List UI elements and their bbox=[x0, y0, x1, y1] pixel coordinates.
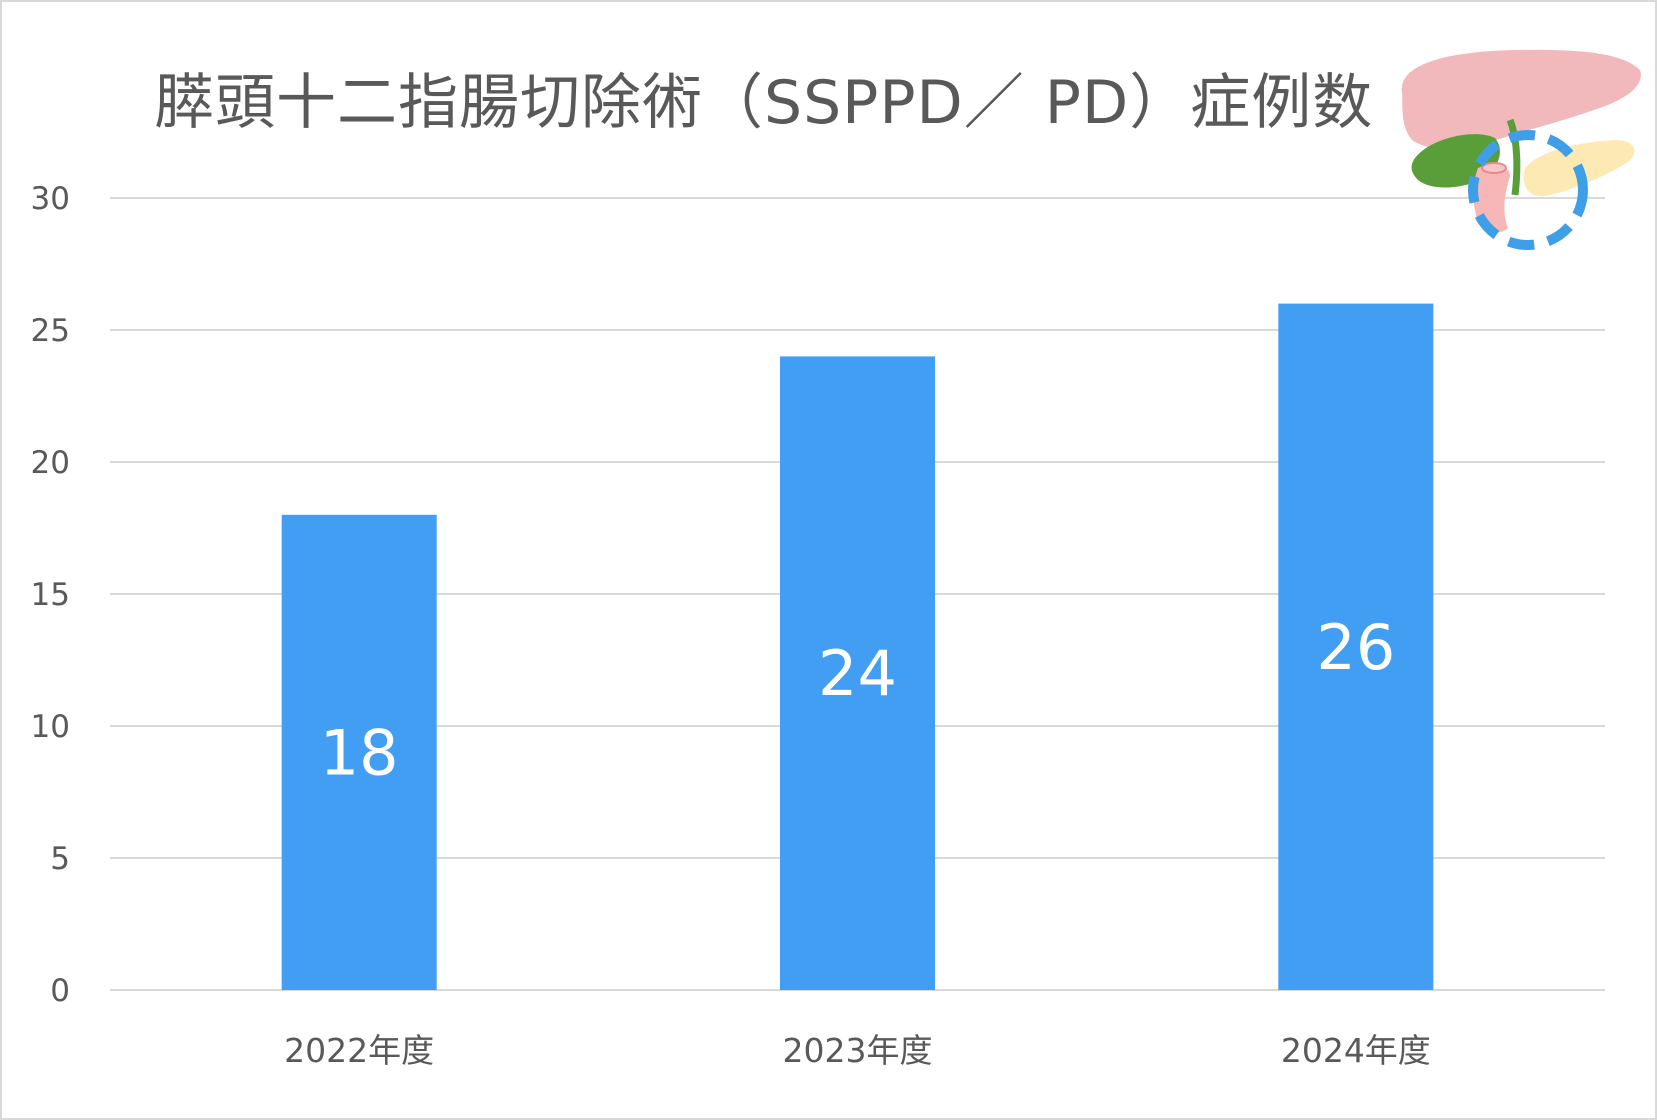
bile-duct-shape bbox=[1506, 118, 1521, 196]
bar-2024年度 bbox=[1278, 303, 1434, 991]
y-tick-label: 15 bbox=[31, 577, 70, 613]
duodenum-opening-shape bbox=[1481, 162, 1507, 174]
x-axis-categories: 2022年度 2023年度 2024年度 bbox=[284, 1031, 1431, 1070]
pancreas-illustration bbox=[1401, 49, 1641, 250]
y-tick-label: 20 bbox=[31, 445, 70, 481]
y-tick-label: 5 bbox=[50, 841, 70, 877]
bar-data-label: 24 bbox=[818, 637, 897, 710]
bar-data-label: 18 bbox=[320, 716, 399, 789]
chart-title: 膵頭十二指腸切除術（SSPPD／ PD）症例数 bbox=[154, 68, 1374, 138]
y-axis-ticks: 0 5 10 15 20 25 30 bbox=[31, 181, 70, 1009]
highlight-dashed-circle bbox=[1468, 130, 1588, 250]
y-tick-label: 10 bbox=[31, 709, 70, 745]
y-tick-label: 0 bbox=[50, 973, 70, 1009]
bar-2023年度 bbox=[780, 356, 935, 990]
x-category-label: 2022年度 bbox=[284, 1031, 434, 1070]
x-category-label: 2024年度 bbox=[1281, 1031, 1431, 1070]
bar-data-label: 26 bbox=[1316, 611, 1395, 684]
data-labels: 18 24 26 bbox=[320, 611, 1396, 790]
x-category-label: 2023年度 bbox=[783, 1031, 933, 1070]
y-tick-label: 25 bbox=[31, 313, 70, 349]
bar-2022年度 bbox=[281, 514, 437, 990]
liver-shape bbox=[1401, 49, 1641, 150]
bars bbox=[281, 303, 1434, 991]
y-tick-label: 30 bbox=[31, 181, 70, 217]
